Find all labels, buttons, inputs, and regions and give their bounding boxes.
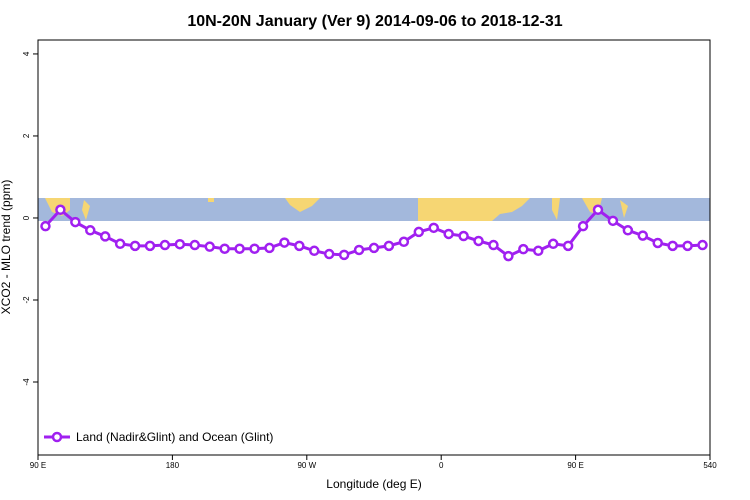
data-point bbox=[473, 235, 484, 247]
data-point bbox=[547, 238, 559, 250]
legend-marker bbox=[51, 431, 63, 443]
data-point bbox=[577, 220, 589, 232]
data-point bbox=[159, 239, 171, 251]
y-tick-label: 0 bbox=[22, 215, 31, 220]
y-tick-label: 2 bbox=[22, 133, 31, 138]
x-tick-label: 90 W bbox=[297, 461, 316, 470]
data-point bbox=[383, 240, 395, 252]
data-point bbox=[85, 225, 96, 236]
data-point bbox=[264, 242, 275, 254]
land bbox=[208, 198, 214, 202]
land bbox=[418, 198, 530, 221]
x-tick-label: 540 bbox=[703, 461, 717, 470]
data-point bbox=[40, 220, 51, 232]
map-band bbox=[38, 198, 710, 221]
data-point bbox=[562, 240, 574, 252]
data-point bbox=[592, 204, 604, 216]
x-tick-label: 180 bbox=[166, 461, 180, 470]
data-point bbox=[443, 228, 454, 240]
data-point bbox=[144, 240, 156, 252]
data-point bbox=[249, 243, 260, 254]
data-point bbox=[294, 240, 305, 252]
x-tick-label: 0 bbox=[439, 461, 444, 470]
data-point bbox=[652, 237, 663, 249]
y-tick-label: 4 bbox=[22, 51, 31, 56]
data-point bbox=[189, 239, 201, 251]
data-point bbox=[114, 238, 126, 250]
data-point bbox=[667, 240, 678, 252]
data-point bbox=[682, 240, 693, 252]
plot-frame bbox=[37, 39, 711, 456]
x-tick-label: 90 E bbox=[567, 461, 583, 470]
legend-label: Land (Nadir&Glint) and Ocean (Glint) bbox=[76, 430, 273, 444]
data-point bbox=[129, 240, 141, 252]
y-tick-label: -4 bbox=[22, 378, 31, 386]
data-point bbox=[368, 242, 380, 254]
data-point bbox=[533, 245, 544, 257]
data-point bbox=[413, 226, 425, 238]
data-point bbox=[219, 243, 230, 254]
data-point bbox=[309, 245, 320, 257]
land bbox=[285, 198, 320, 212]
y-tick-label: -2 bbox=[22, 296, 31, 304]
ocean bbox=[38, 198, 710, 221]
data-point bbox=[353, 244, 365, 256]
data-point bbox=[279, 237, 290, 248]
x-axis-label: Longitude (deg E) bbox=[326, 477, 421, 491]
data-point bbox=[398, 236, 410, 248]
data-point bbox=[204, 241, 215, 252]
chart-title: 10N-20N January (Ver 9) 2014-09-06 to 20… bbox=[187, 13, 562, 30]
data-point bbox=[99, 231, 111, 242]
data-point bbox=[488, 239, 499, 251]
data-point bbox=[503, 250, 514, 262]
data-point bbox=[234, 243, 245, 254]
data-point bbox=[428, 222, 439, 234]
x-tick-label: 90 E bbox=[30, 461, 46, 470]
land bbox=[552, 198, 560, 220]
data-point bbox=[174, 238, 186, 250]
data-point bbox=[458, 230, 469, 242]
data-point bbox=[637, 230, 649, 241]
data-point bbox=[70, 216, 81, 228]
data-point bbox=[518, 243, 529, 255]
data-point bbox=[622, 225, 634, 236]
land bbox=[620, 200, 628, 218]
data-point bbox=[323, 248, 335, 260]
data-point bbox=[55, 204, 66, 216]
data-point bbox=[697, 239, 708, 251]
land bbox=[82, 200, 90, 220]
data-point bbox=[338, 249, 350, 261]
data-point bbox=[607, 215, 619, 227]
y-axis-label: XCO2 - MLO trend (ppm) bbox=[0, 180, 13, 315]
